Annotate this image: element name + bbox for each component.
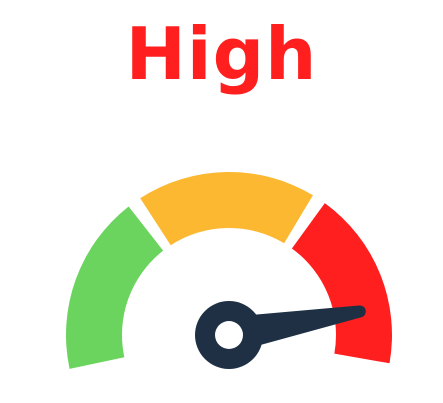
gauge-level-label: High — [125, 12, 318, 96]
gauge-segment-high — [291, 203, 392, 364]
gauge-hub-center — [215, 321, 243, 349]
gauge-needle-icon — [195, 301, 366, 369]
gauge-segment-low — [65, 206, 164, 369]
gauge-segment-medium — [140, 171, 313, 246]
